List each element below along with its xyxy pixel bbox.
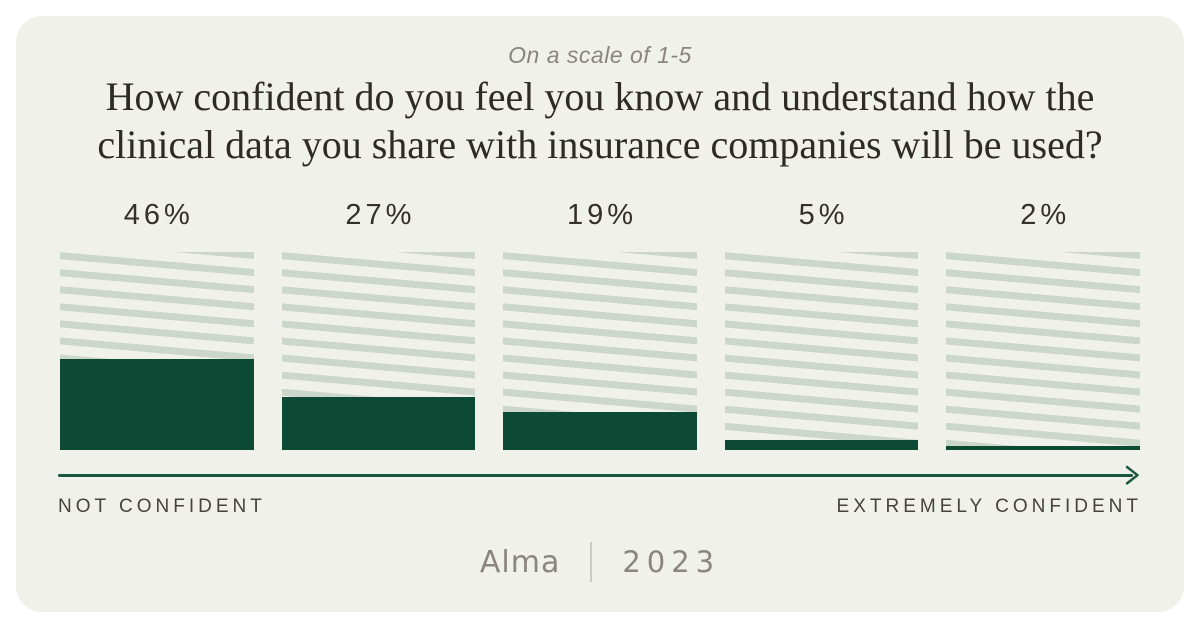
arrow-right-icon (1125, 465, 1139, 485)
bar-column-1: 46% (60, 199, 254, 450)
bar-fill (60, 358, 254, 450)
bar-value-label: 5% (798, 199, 849, 231)
title-line-2: clinical data you share with insurance c… (97, 122, 1103, 167)
bar-fill (946, 446, 1140, 450)
bar-column-2: 27% (281, 199, 476, 450)
axis-labels: NOT CONFIDENT EXTREMELY CONFIDENT (58, 496, 1142, 518)
bar-value-label: 46% (123, 199, 194, 231)
bar-column-3: 19% (503, 199, 697, 450)
footer-divider (590, 542, 593, 582)
bar-column-4: 5% (724, 199, 919, 450)
bar-chart: 46% 27% 19% 5% 2% (60, 199, 1140, 450)
bar-fill (503, 412, 697, 450)
bar-value-label: 27% (345, 199, 416, 231)
chart-subtitle: On a scale of 1-5 (508, 42, 692, 68)
chart-title: How confident do you feel you know and u… (16, 73, 1184, 169)
bar-fill (724, 440, 919, 450)
axis-label-min: NOT CONFIDENT (58, 496, 266, 517)
bar-column-5: 2% (946, 199, 1140, 450)
bar-track (724, 252, 919, 450)
bar-track (60, 252, 254, 450)
bar-track (503, 252, 697, 450)
bar-fill (281, 396, 476, 450)
confidence-axis (58, 464, 1142, 486)
footer: Alma 2023 (16, 542, 1184, 582)
axis-label-max: EXTREMELY CONFIDENT (836, 496, 1142, 517)
bar-track (281, 252, 476, 450)
footer-year: 2023 (622, 545, 721, 579)
bar-track (946, 252, 1140, 450)
chart-card: On a scale of 1-5 How confident do you f… (16, 16, 1184, 612)
bar-value-label: 2% (1020, 199, 1071, 231)
bar-value-label: 19% (566, 199, 637, 231)
title-line-1: How confident do you feel you know and u… (105, 74, 1095, 119)
brand-logo: Alma (479, 544, 561, 580)
axis-line (58, 474, 1133, 477)
